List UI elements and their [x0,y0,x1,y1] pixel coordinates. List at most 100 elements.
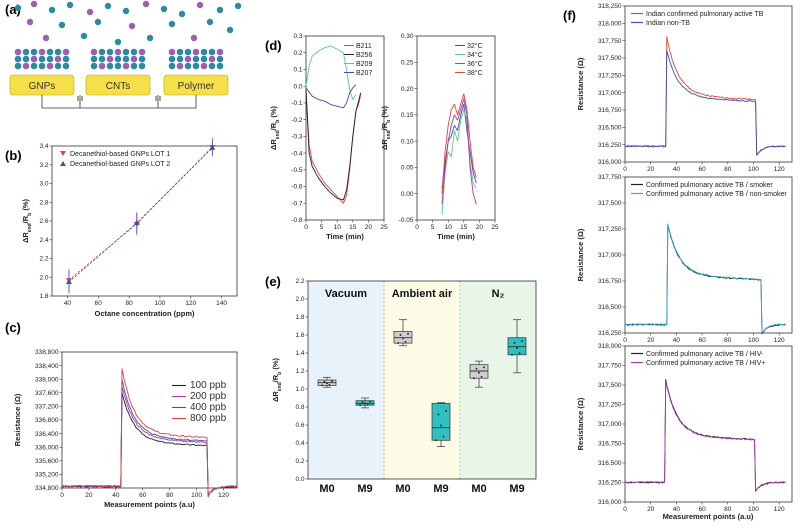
label-part: ΔR [269,139,278,150]
layer-label-cnts: CNTs [106,81,130,92]
particle [176,48,184,56]
y-tick-label: 317,250 [598,226,622,233]
y-tick-label: 0.1 [293,67,302,74]
region-bg [384,281,460,479]
data-point [366,403,369,406]
molecule [66,1,74,9]
series-1 [624,224,786,335]
x-tick-label: 80 [724,166,732,173]
y-tick-label: 335,200 [35,472,59,479]
molecule [94,18,102,26]
particle [30,48,38,56]
y-tick-label: 0.00 [401,191,414,198]
series-1 [624,379,786,492]
molecule [216,6,224,14]
molecule [80,32,88,40]
x-tick-label: 20 [365,224,373,231]
legend-entry: B211 [356,43,372,50]
data-point [442,435,445,438]
x-tick-label: 120 [774,166,785,173]
molecule [190,34,198,42]
particle [208,62,216,70]
label-part: (%) [269,105,278,119]
data-point [521,340,523,343]
y-tick-label: 317,000 [598,90,622,97]
x-tick-label: 15 [460,224,468,231]
y-tick-label: 318,000 [598,21,622,28]
y-axis-label: ΔRend/Rb (%) [380,105,392,150]
molecule [178,10,186,18]
label-part: ΔR [380,139,389,150]
label-part: /R [380,122,389,130]
box-6 [507,319,527,374]
particle [62,48,70,56]
y-tick-label: 316,250 [598,480,622,487]
y-tick-label: 317,000 [598,252,622,259]
y-tick-label: 317,250 [598,73,622,80]
x-tick-label: 40 [673,337,681,344]
particle [192,62,200,70]
y-tick-label: 316,250 [598,142,622,149]
y-tick-label: 0.0 [295,476,304,483]
molecule [58,21,66,29]
x-tick-label: 60 [698,166,706,173]
label-part: b [277,372,283,375]
legend-entry: B207 [356,70,372,77]
particle [98,62,106,70]
plot-frame [305,35,385,221]
panel-label-f: (f) [563,8,576,23]
particle [62,62,70,70]
particle [184,55,192,63]
y-tick-label: 318,250 [598,3,622,10]
label-part: b [275,120,281,123]
x-tick-label: 20 [85,492,93,499]
data-point [440,424,442,427]
particle [114,62,122,70]
particle [62,55,70,63]
y-tick-label: -0.2 [291,117,303,124]
label-part: /R [21,215,30,223]
y-tick-label: 316,750 [598,441,622,448]
particle [46,55,54,63]
label-part: /R [269,122,278,130]
y-tick-label: 0.05 [401,165,414,172]
particle [30,55,38,63]
panel-b: (b) 40 60 80 100 120 140 1.8 2.0 2.2 2.4 2.6 2.8 3.0 3… [5,137,238,318]
y-tick-label: 0.25 [401,59,414,66]
plot-frame [624,176,793,334]
y-tick-label: 0.2 [293,50,302,57]
data-point [361,401,364,404]
particle [184,62,192,70]
molecule [168,20,176,28]
molecule [86,8,94,16]
particle [168,55,176,63]
subplot-f3: 0 20 40 60 80 100 120 316,000 316,250 316,500 316,… [576,343,793,513]
x-tick-label: 140 [216,300,227,307]
particle [130,48,138,56]
y-tick-label: 0.6 [295,422,304,429]
particle [98,55,106,63]
y-tick-label: 1.8 [39,293,48,300]
group-label: N₂ [492,288,505,300]
molecule [122,7,130,15]
y-tick-label: -0.1 [291,100,303,107]
molecule [30,0,38,8]
particle [192,48,200,56]
panel-label-e: (e) [265,274,281,289]
molecule [104,2,112,10]
y-tick-label: 338,400 [35,363,59,370]
molecule [160,5,168,13]
x-tick-label: 25 [380,224,388,231]
label-part: Octane concentration (ppm) [94,309,195,318]
data-point [483,366,485,369]
particle [168,62,176,70]
molecule [114,38,122,46]
particle [200,55,208,63]
particle [54,55,62,63]
y-tick-label: -0.4 [291,150,303,157]
legend-entry: 38°C [467,69,483,77]
particle [14,62,22,70]
panel-label-d: (d) [265,38,282,53]
panel-label-b: (b) [5,148,22,163]
particle [106,48,114,56]
